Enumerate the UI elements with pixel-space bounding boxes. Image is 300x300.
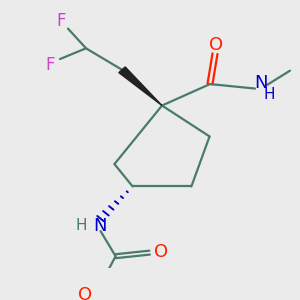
Text: F: F: [45, 56, 55, 74]
Text: N: N: [254, 74, 268, 92]
Text: H: H: [263, 87, 275, 102]
Text: H: H: [75, 218, 87, 233]
Text: O: O: [209, 36, 223, 54]
Polygon shape: [119, 67, 162, 106]
Text: O: O: [77, 286, 92, 300]
Text: N: N: [93, 217, 106, 235]
Text: F: F: [56, 12, 66, 30]
Text: O: O: [154, 243, 168, 261]
